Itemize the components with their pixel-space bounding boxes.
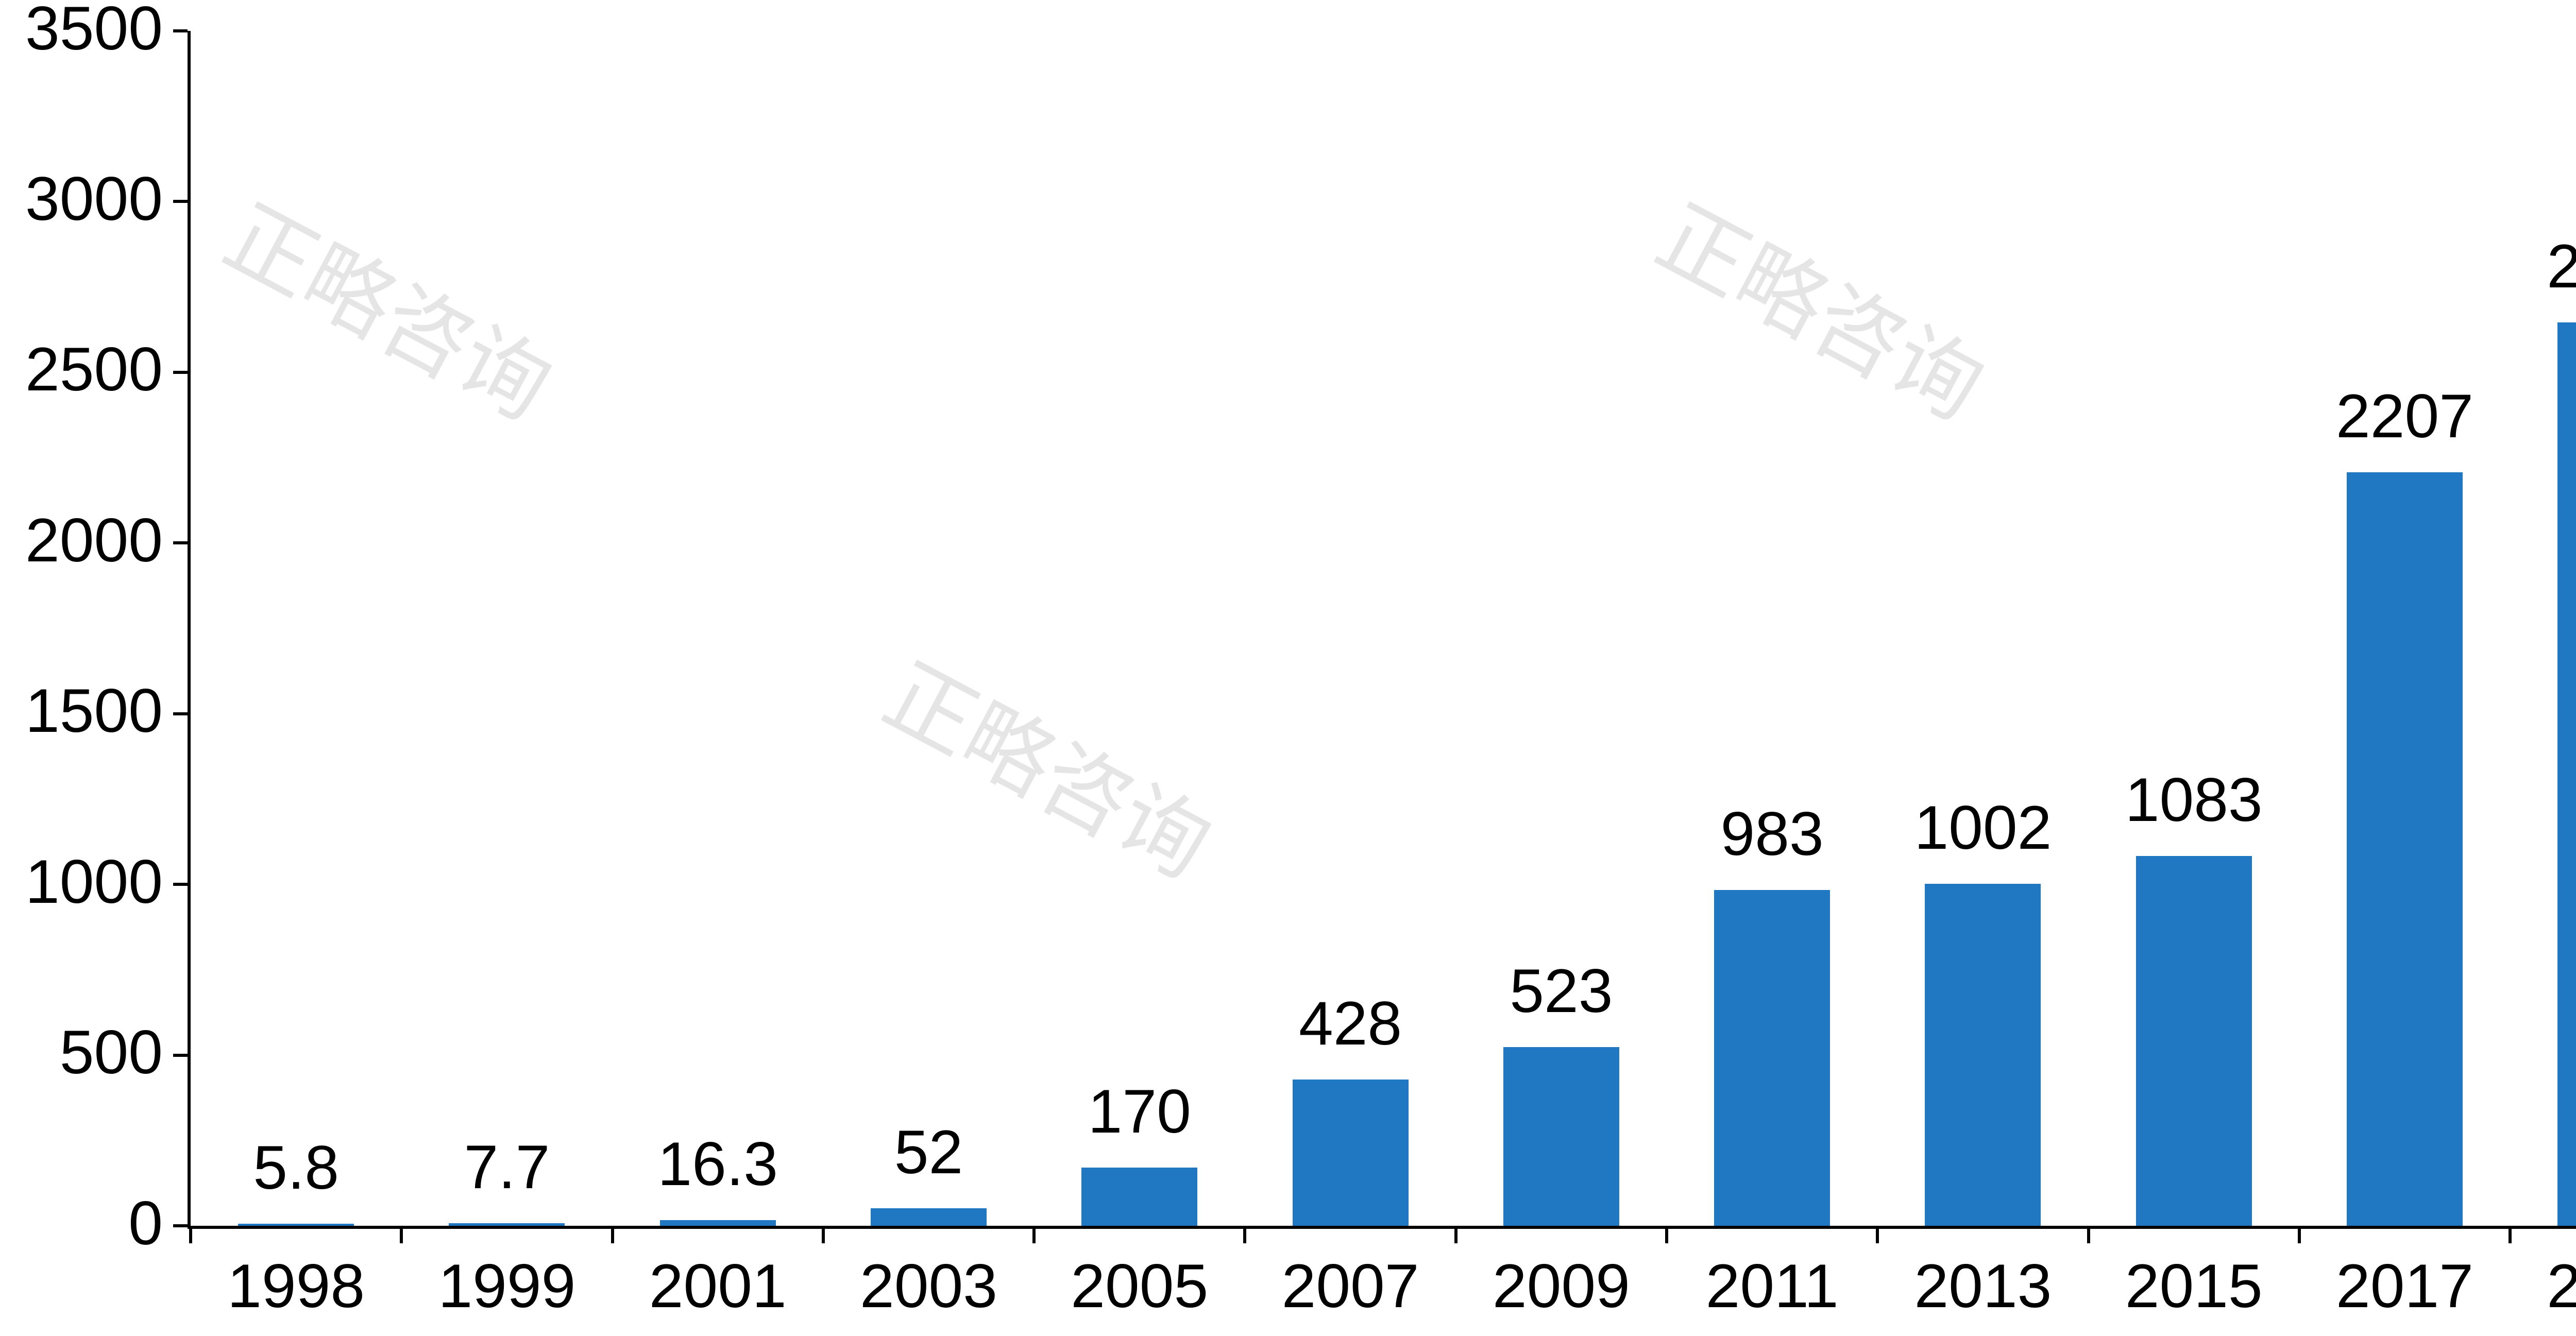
bar-value-label: 1083 (2089, 764, 2299, 835)
x-tick-label: 2019 (2510, 1251, 2576, 1322)
x-tick-label: 2009 (1456, 1251, 1667, 1322)
y-tick-label: 0 (128, 1188, 163, 1259)
x-tick-label: 2013 (1877, 1251, 2088, 1322)
watermark: 正略咨询 (207, 167, 576, 443)
y-tick (173, 200, 188, 203)
x-tick-label: 2001 (613, 1251, 823, 1322)
x-tick (2298, 1229, 2301, 1243)
y-tick-label: 500 (60, 1017, 163, 1088)
bar (660, 1220, 776, 1226)
bar (2347, 472, 2463, 1226)
y-tick-label: 1000 (25, 846, 163, 917)
bar (871, 1208, 987, 1226)
bar (1503, 1047, 1619, 1226)
bar (238, 1224, 354, 1226)
bar-value-label: 1002 (1877, 792, 2088, 863)
bar (449, 1223, 565, 1226)
y-tick-label: 3000 (25, 163, 163, 234)
bar-value-label: 170 (1034, 1076, 1245, 1147)
x-tick (2087, 1229, 2090, 1243)
bar (1293, 1080, 1409, 1226)
x-tick-label: 2015 (2089, 1251, 2299, 1322)
x-tick (1454, 1229, 1458, 1243)
x-tick (1876, 1229, 1879, 1243)
x-tick (400, 1229, 403, 1243)
x-tick-label: 2003 (823, 1251, 1034, 1322)
x-tick-label: 2007 (1245, 1251, 1455, 1322)
x-tick (1243, 1229, 1246, 1243)
bar-value-label: 7.7 (401, 1132, 612, 1203)
bar-value-label: 2646 (2510, 231, 2576, 302)
bar (2136, 856, 2252, 1226)
x-tick (822, 1229, 825, 1243)
bar-value-label: 428 (1245, 988, 1455, 1059)
bar-value-label: 2207 (2299, 381, 2510, 452)
bar-chart: 正略咨询正略咨询正略咨询正略咨询050010001500200025003000… (0, 0, 2576, 1336)
x-tick (611, 1229, 614, 1243)
y-tick (173, 1054, 188, 1057)
y-tick-label: 2000 (25, 505, 163, 576)
y-tick-label: 1500 (25, 675, 163, 746)
x-tick-label: 1999 (401, 1251, 612, 1322)
bar-value-label: 523 (1456, 955, 1667, 1026)
bar (2557, 322, 2576, 1226)
x-tick (189, 1229, 192, 1243)
bar-value-label: 5.8 (191, 1132, 401, 1203)
y-tick (173, 371, 188, 374)
x-tick-label: 2017 (2299, 1251, 2510, 1322)
watermark: 正略咨询 (867, 626, 1235, 902)
x-tick-label: 2011 (1667, 1251, 1877, 1322)
y-tick (173, 883, 188, 886)
bar-value-label: 16.3 (613, 1128, 823, 1200)
watermark: 正略咨询 (1639, 167, 2008, 443)
x-tick (1665, 1229, 1668, 1243)
x-tick-label: 2005 (1034, 1251, 1245, 1322)
bar-value-label: 52 (823, 1117, 1034, 1188)
y-tick-label: 2500 (25, 334, 163, 405)
bar (1714, 890, 1830, 1226)
bar-value-label: 983 (1667, 798, 1877, 869)
x-tick (2509, 1229, 2512, 1243)
bar (1925, 884, 2041, 1226)
y-tick (173, 1224, 188, 1227)
x-axis (188, 1226, 2576, 1229)
x-tick-label: 1998 (191, 1251, 401, 1322)
y-tick-label: 3500 (25, 0, 163, 64)
x-tick (1032, 1229, 1036, 1243)
y-axis (188, 31, 191, 1229)
y-tick (173, 712, 188, 715)
bar (1081, 1168, 1197, 1226)
y-tick (173, 541, 188, 544)
y-tick (173, 29, 188, 32)
